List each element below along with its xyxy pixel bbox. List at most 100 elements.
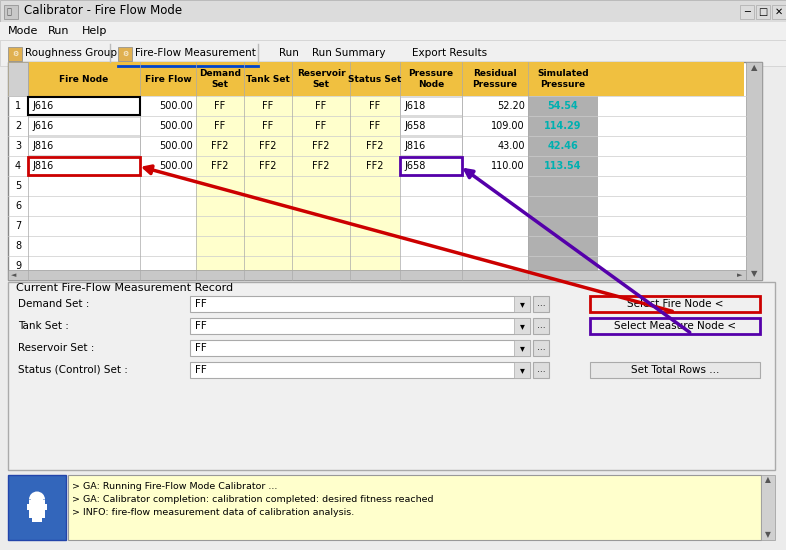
Text: Roughness Group: Roughness Group xyxy=(25,48,117,58)
Text: Fire-Flow Measurement: Fire-Flow Measurement xyxy=(135,48,256,58)
Text: 500.00: 500.00 xyxy=(160,161,193,171)
Text: 8: 8 xyxy=(15,241,21,251)
Text: FF2: FF2 xyxy=(259,161,277,171)
Text: 🔧: 🔧 xyxy=(7,8,12,16)
Bar xyxy=(528,236,598,256)
Bar xyxy=(400,97,462,115)
Bar xyxy=(514,340,530,356)
Bar xyxy=(400,117,462,135)
Bar xyxy=(28,117,140,135)
Text: ▲: ▲ xyxy=(751,63,757,73)
Bar xyxy=(28,157,140,175)
Bar xyxy=(528,216,598,236)
Bar xyxy=(190,362,530,378)
Text: FF: FF xyxy=(369,101,380,111)
Text: Run Summary: Run Summary xyxy=(312,48,385,58)
Text: J816: J816 xyxy=(32,161,53,171)
Text: FF: FF xyxy=(315,101,327,111)
Text: Calibrator - Fire Flow Mode: Calibrator - Fire Flow Mode xyxy=(24,4,182,18)
Text: Simulated
Pressure: Simulated Pressure xyxy=(537,69,589,89)
Bar xyxy=(190,318,530,334)
Bar xyxy=(68,475,761,540)
Bar xyxy=(533,362,549,378)
Text: > GA: Calibrator completion: calibration completed: desired fitness reached: > GA: Calibrator completion: calibration… xyxy=(72,495,434,504)
Bar xyxy=(196,216,400,236)
Bar xyxy=(28,137,140,155)
Bar xyxy=(196,256,400,276)
Bar xyxy=(28,157,140,175)
Text: FF: FF xyxy=(315,121,327,131)
Text: ▾: ▾ xyxy=(520,365,524,375)
Text: FF: FF xyxy=(195,321,207,331)
Text: J658: J658 xyxy=(404,161,425,171)
Bar xyxy=(756,5,770,19)
Text: J616: J616 xyxy=(32,101,53,111)
Text: Run: Run xyxy=(48,26,69,36)
Text: Export Results: Export Results xyxy=(412,48,487,58)
Bar xyxy=(118,47,132,61)
Bar xyxy=(533,318,549,334)
Bar xyxy=(746,62,762,280)
Text: ...: ... xyxy=(537,322,545,331)
Bar xyxy=(8,62,744,96)
Text: FF2: FF2 xyxy=(312,161,330,171)
Text: J616: J616 xyxy=(32,101,53,111)
Text: ►: ► xyxy=(737,272,743,278)
Text: FF: FF xyxy=(215,121,226,131)
Bar xyxy=(32,516,42,521)
Text: FF2: FF2 xyxy=(211,141,229,151)
Bar xyxy=(590,318,760,334)
Text: FF2: FF2 xyxy=(366,161,384,171)
Text: Demand
Set: Demand Set xyxy=(199,69,241,89)
Bar xyxy=(590,362,760,378)
Text: Run: Run xyxy=(279,48,299,58)
Bar xyxy=(0,22,786,40)
Text: ...: ... xyxy=(537,300,545,309)
Bar xyxy=(196,176,400,196)
Bar xyxy=(528,256,598,276)
Bar xyxy=(43,503,47,509)
Text: Residual
Pressure: Residual Pressure xyxy=(472,69,517,89)
Bar xyxy=(8,282,775,470)
Text: Status (Control) Set :: Status (Control) Set : xyxy=(18,365,128,375)
Text: ─: ─ xyxy=(744,7,750,17)
Text: 9: 9 xyxy=(15,261,21,271)
Text: Tank Set: Tank Set xyxy=(246,74,290,84)
Text: J816: J816 xyxy=(32,161,53,171)
Text: Select Measure Node <: Select Measure Node < xyxy=(614,321,736,331)
Text: 109.00: 109.00 xyxy=(491,121,525,131)
Bar xyxy=(8,475,66,540)
Text: ▲: ▲ xyxy=(765,476,771,485)
Bar xyxy=(31,496,43,499)
Text: FF: FF xyxy=(195,343,207,353)
Text: Status Set: Status Set xyxy=(348,74,402,84)
Text: J658: J658 xyxy=(404,161,425,171)
Text: 52.20: 52.20 xyxy=(497,101,525,111)
Text: Set Total Rows ...: Set Total Rows ... xyxy=(631,365,719,375)
Text: 3: 3 xyxy=(15,141,21,151)
Text: > GA: Running Fire-Flow Mode Calibrator ...: > GA: Running Fire-Flow Mode Calibrator … xyxy=(72,482,277,491)
Bar xyxy=(8,62,762,280)
Text: FF: FF xyxy=(369,121,380,131)
Bar xyxy=(196,196,400,216)
Bar xyxy=(528,96,598,116)
Text: 113.54: 113.54 xyxy=(544,161,582,171)
Text: ▼: ▼ xyxy=(751,270,757,278)
Text: 42.46: 42.46 xyxy=(548,141,578,151)
Bar xyxy=(400,157,462,175)
Text: 4: 4 xyxy=(15,161,21,171)
Text: 500.00: 500.00 xyxy=(160,101,193,111)
Bar xyxy=(4,5,18,19)
Text: ▾: ▾ xyxy=(520,321,524,331)
Bar xyxy=(533,340,549,356)
Bar xyxy=(528,136,598,156)
Bar xyxy=(8,47,22,61)
Bar xyxy=(196,136,400,156)
Text: ⚙: ⚙ xyxy=(122,51,128,57)
Text: FF2: FF2 xyxy=(312,141,330,151)
Text: ...: ... xyxy=(537,344,545,353)
Bar xyxy=(514,362,530,378)
Bar xyxy=(400,157,462,175)
Bar xyxy=(528,156,598,176)
Bar xyxy=(196,156,400,176)
